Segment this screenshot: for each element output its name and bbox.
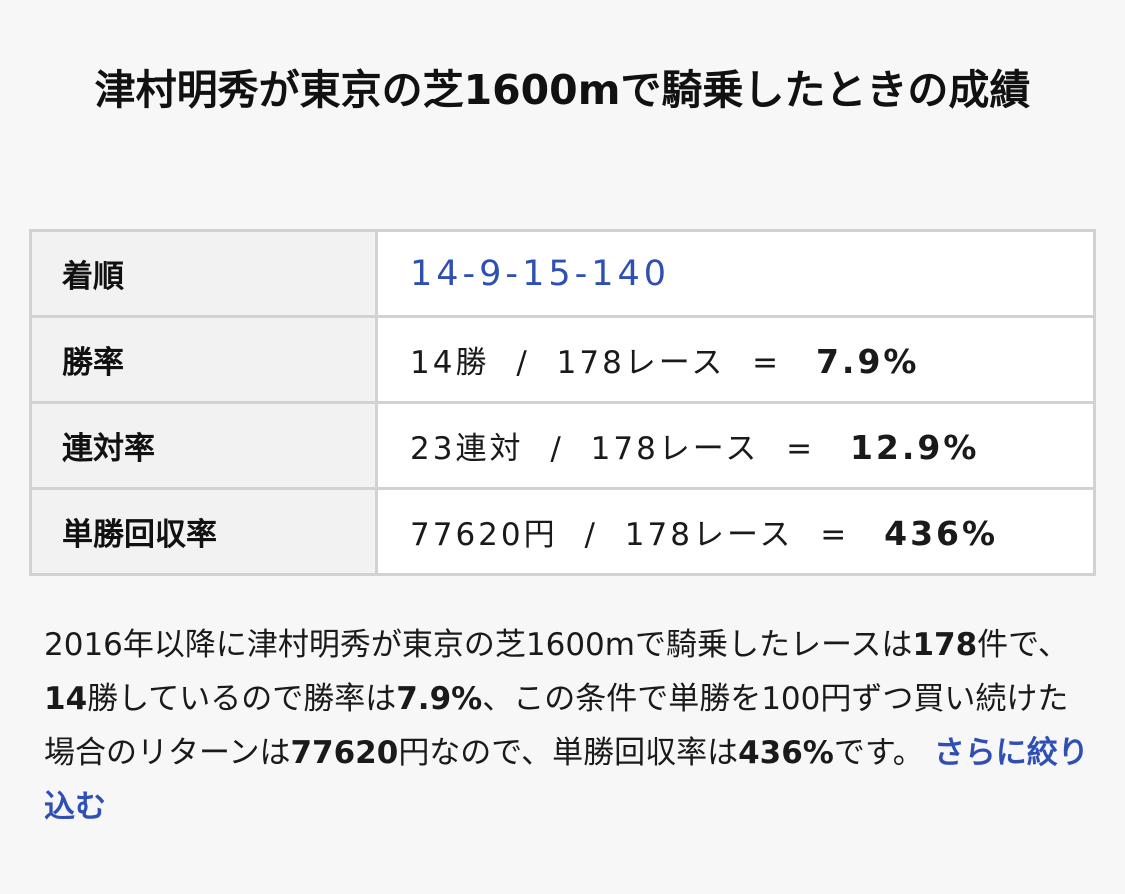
return-rate-separator: / [584,517,598,553]
win-rate-equals: = [752,345,782,381]
win-rate-races: 178レース [556,345,726,381]
refine-search-link[interactable]: さらに絞り込む [44,735,1089,825]
quinella-rate-equals: = [786,431,816,467]
table-row-finish: 着順 14-9-15-140 [29,229,1096,318]
win-rate-separator: / [516,345,530,381]
summary-text-2: 件で、 [977,627,1069,663]
return-rate-result: 436% [884,514,999,553]
return-rate-label: 単勝回収率 [29,487,378,576]
win-count: 14勝 [410,345,490,381]
quinella-rate-label: 連対率 [29,401,378,490]
summary-text-1: 2016年以降に津村明秀が東京の芝1600mで騎乗したレースは [44,627,913,663]
summary-paragraph: 2016年以降に津村明秀が東京の芝1600mで騎乗したレースは178件で、 14勝… [44,618,1094,834]
summary-text-3: 勝しているので勝率は [87,681,397,717]
summary-win-rate: 7.9% [396,681,483,717]
table-row-win-rate: 勝率 14勝 / 178レース = 7.9% [29,315,1096,404]
quinella-count: 23連対 [410,431,524,467]
summary-win-count: 14 [44,681,88,717]
return-rate-equals: = [820,517,850,553]
page-title: 津村明秀が東京の芝1600mで騎乗したときの成績 [94,66,1031,114]
finish-value-cell: 14-9-15-140 [375,229,1096,318]
summary-text-6: です。 [833,735,924,771]
return-rate-races: 178レース [624,517,794,553]
return-amount: 77620円 [410,517,558,553]
table-row-return-rate: 単勝回収率 77620円 / 178レース = 436% [29,487,1096,576]
finish-label: 着順 [29,229,378,318]
return-rate-value-cell: 77620円 / 178レース = 436% [375,487,1096,576]
summary-return-rate: 436% [738,735,834,771]
summary-return-amount: 77620 [290,735,399,771]
quinella-rate-result: 12.9% [849,428,980,467]
finish-record-link[interactable]: 14-9-15-140 [410,253,671,294]
win-rate-label: 勝率 [29,315,378,404]
summary-text-4: 、この条件で単勝を100円ずつ買い続けた場合のリターンは [44,681,1069,771]
quinella-rate-value-cell: 23連対 / 178レース = 12.9% [375,401,1096,490]
win-rate-result: 7.9% [815,342,920,381]
quinella-rate-races: 178レース [590,431,760,467]
table-row-quinella-rate: 連対率 23連対 / 178レース = 12.9% [29,401,1096,490]
win-rate-value-cell: 14勝 / 178レース = 7.9% [375,315,1096,404]
summary-race-count: 178 [912,627,978,663]
summary-text-5: 円なので、単勝回収率は [398,735,739,771]
quinella-rate-separator: / [550,431,564,467]
stats-table: 着順 14-9-15-140 勝率 14勝 / 178レース = 7.9% 連対… [29,229,1096,576]
